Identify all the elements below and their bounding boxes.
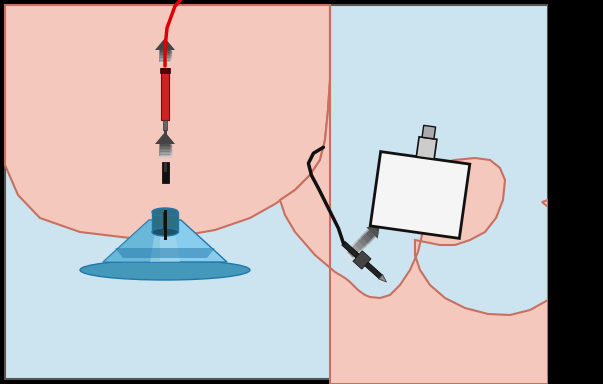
Polygon shape xyxy=(353,251,371,269)
Ellipse shape xyxy=(152,208,178,216)
Polygon shape xyxy=(103,220,160,262)
Bar xyxy=(152,212,178,232)
Ellipse shape xyxy=(152,228,178,236)
Polygon shape xyxy=(103,220,227,262)
Polygon shape xyxy=(5,5,330,238)
Bar xyxy=(161,68,169,120)
Polygon shape xyxy=(379,275,387,282)
Bar xyxy=(163,210,166,240)
Bar xyxy=(163,162,166,172)
Polygon shape xyxy=(416,137,437,159)
Polygon shape xyxy=(370,152,470,238)
FancyArrow shape xyxy=(347,225,380,258)
Polygon shape xyxy=(115,248,215,258)
Bar xyxy=(160,68,170,73)
Bar xyxy=(163,130,166,140)
Bar xyxy=(163,120,167,130)
Bar xyxy=(163,212,167,230)
Polygon shape xyxy=(150,220,180,262)
Polygon shape xyxy=(422,125,435,139)
Bar xyxy=(162,162,168,183)
Polygon shape xyxy=(342,242,382,278)
FancyArrow shape xyxy=(155,132,175,156)
Ellipse shape xyxy=(80,260,250,280)
FancyArrow shape xyxy=(155,38,175,62)
Bar xyxy=(548,0,603,384)
Polygon shape xyxy=(280,5,570,384)
